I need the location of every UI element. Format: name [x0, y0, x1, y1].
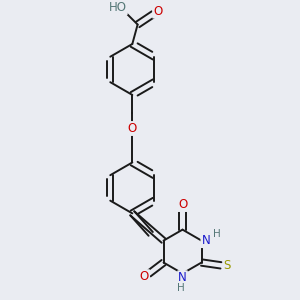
Text: HO: HO [109, 1, 127, 14]
Text: O: O [140, 270, 149, 283]
Text: O: O [128, 122, 137, 135]
Text: H: H [213, 229, 221, 239]
Text: S: S [224, 259, 231, 272]
Text: O: O [153, 4, 162, 18]
Text: N: N [178, 271, 187, 284]
Text: N: N [201, 234, 210, 247]
Text: O: O [178, 198, 187, 211]
Text: H: H [177, 283, 184, 293]
